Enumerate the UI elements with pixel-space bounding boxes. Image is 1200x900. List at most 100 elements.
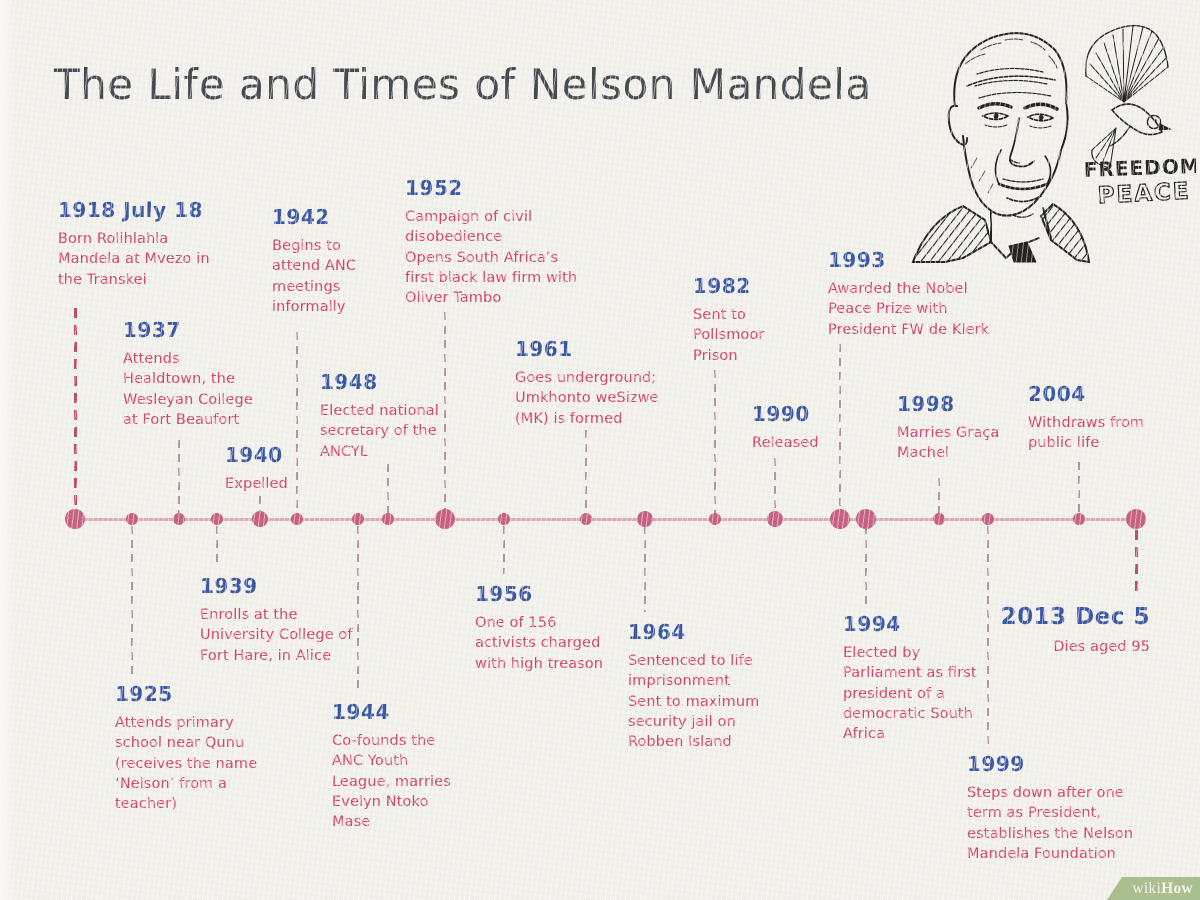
- peace-label: PEACE: [1097, 178, 1191, 209]
- timeline-dot: [382, 513, 394, 525]
- event-connector: [938, 478, 940, 514]
- event-description: Goes underground; Umkhonto weSizwe (MK) …: [515, 370, 659, 427]
- event-description: Attends Healdtown, the Wesleyan College …: [123, 351, 253, 428]
- event-connector: [1135, 530, 1138, 598]
- event-connector: [503, 526, 505, 574]
- timeline-dot: [498, 513, 510, 525]
- timeline-dot: [252, 511, 268, 527]
- event-description: Elected national secretary of the ANCYL: [320, 403, 439, 460]
- event-description: Awarded the Nobel Peace Prize with Presi…: [828, 281, 990, 338]
- event-year: 1982: [693, 274, 751, 298]
- timeline-event: 1990 Released: [752, 402, 862, 453]
- timeline-event: 1956 One of 156 activists charged with hi…: [475, 582, 620, 674]
- event-year: 1925: [115, 682, 173, 706]
- timeline-event: 1961 Goes underground; Umkhonto weSizwe (…: [515, 337, 685, 429]
- timeline-dot: [126, 513, 138, 525]
- event-description: Enrolls at the University College of For…: [200, 607, 353, 664]
- timeline-event: 2004 Withdraws from public life: [1028, 382, 1163, 454]
- wikihow-badge: wiki How: [1107, 877, 1200, 900]
- event-description: Campaign of civil disobedience Opens Sou…: [405, 209, 578, 307]
- event-connector: [444, 312, 446, 514]
- timeline-event: 1944 Co-founds the ANC Youth League, marr…: [332, 700, 457, 832]
- timeline-event: 1948 Elected national secretary of the AN…: [320, 370, 455, 462]
- timeline-event: 1939 Enrolls at the University College of…: [200, 574, 375, 666]
- event-year: 1956: [475, 582, 533, 606]
- event-connector: [131, 526, 133, 674]
- timeline-event: 1937 Attends Healdtown, the Wesleyan Coll…: [123, 318, 253, 430]
- event-year: 1990: [752, 402, 810, 426]
- timeline-axis: [73, 518, 1137, 521]
- timeline-dot: [1073, 513, 1085, 525]
- event-description: Expelled: [225, 476, 288, 492]
- event-year: 2013 Dec 5: [1000, 604, 1150, 630]
- timeline-dot: [435, 509, 455, 529]
- freedom-label: FREEDOM: [1083, 154, 1196, 182]
- event-year: 1942: [272, 205, 330, 229]
- event-connector: [1078, 462, 1080, 514]
- timeline-event: 1925 Attends primary school near Qunu (re…: [115, 682, 275, 814]
- timeline-event: 1994 Elected by Parliament as first presi…: [843, 612, 978, 744]
- timeline-dot: [637, 511, 653, 527]
- event-description: Withdraws from public life: [1028, 415, 1145, 452]
- event-connector: [987, 526, 989, 744]
- event-connector: [216, 526, 218, 566]
- timeline-event: 1998 Marries Graça Machel: [897, 392, 1027, 464]
- event-year: 1999: [967, 752, 1025, 776]
- event-year: 1993: [828, 248, 886, 272]
- event-connector: [644, 526, 646, 612]
- event-connector: [585, 430, 587, 514]
- event-connector: [296, 332, 298, 514]
- event-description: One of 156 activists charged with high t…: [475, 615, 604, 672]
- timeline-event: 1918 July 18 Born Rolihlahla Mandela at M…: [58, 198, 223, 290]
- event-year: 1940: [225, 443, 283, 467]
- event-year: 1944: [332, 700, 390, 724]
- event-year: 1937: [123, 318, 181, 342]
- event-year: 1948: [320, 370, 378, 394]
- timeline-dot: [709, 513, 721, 525]
- timeline-dot: [1126, 509, 1146, 529]
- dove-illustration: FREEDOM PEACE: [1083, 25, 1196, 210]
- timeline-event: 1940 Expelled: [225, 443, 335, 494]
- event-description: Sentenced to life imprisonment Sent to m…: [628, 653, 760, 751]
- event-connector: [387, 464, 389, 514]
- event-description: Elected by Parliament as first president…: [843, 645, 977, 743]
- event-description: Co-founds the ANC Youth League, marries …: [332, 733, 451, 831]
- event-connector: [74, 308, 77, 514]
- timeline-dot: [767, 511, 783, 527]
- event-connector: [865, 526, 867, 604]
- wikihow-how-label: How: [1161, 879, 1193, 897]
- timeline-event: 1993 Awarded the Nobel Peace Prize with P…: [828, 248, 1008, 340]
- event-year: 1994: [843, 612, 901, 636]
- timeline-dot: [933, 513, 945, 525]
- event-description: Released: [752, 435, 819, 451]
- timeline-dot: [830, 509, 850, 529]
- event-connector: [357, 526, 359, 692]
- timeline-dot: [352, 513, 364, 525]
- timeline-event: 1999 Steps down after one term as Preside…: [967, 752, 1152, 864]
- page-title: The Life and Times of Nelson Mandela: [54, 60, 872, 109]
- timeline-dot: [982, 513, 994, 525]
- event-connector: [839, 344, 841, 514]
- timeline-dot: [856, 509, 876, 529]
- timeline-dot: [291, 513, 303, 525]
- timeline-dot: [173, 513, 185, 525]
- timeline-dot: [65, 509, 85, 529]
- event-connector: [774, 458, 776, 514]
- event-year: 1964: [628, 620, 686, 644]
- timeline-event: 2013 Dec 5 Dies aged 95: [990, 604, 1150, 657]
- event-description: Attends primary school near Qunu (receiv…: [115, 715, 258, 813]
- event-year: 1939: [200, 574, 258, 598]
- timeline-dot: [211, 513, 223, 525]
- wikihow-wiki-label: wiki: [1132, 879, 1162, 897]
- event-description: Dies aged 95: [1053, 639, 1150, 655]
- event-year: 1952: [405, 176, 463, 200]
- event-description: Sent to Pollsmoor Prison: [693, 307, 765, 364]
- event-year: 2004: [1028, 382, 1086, 406]
- timeline-event: 1982 Sent to Pollsmoor Prison: [693, 274, 788, 366]
- timeline-event: 1952 Campaign of civil disobedience Opens…: [405, 176, 580, 308]
- timeline-dot: [580, 513, 592, 525]
- timeline-event: 1964 Sentenced to life imprisonment Sent …: [628, 620, 783, 752]
- event-description: Steps down after one term as President, …: [967, 785, 1134, 862]
- event-connector: [259, 496, 261, 514]
